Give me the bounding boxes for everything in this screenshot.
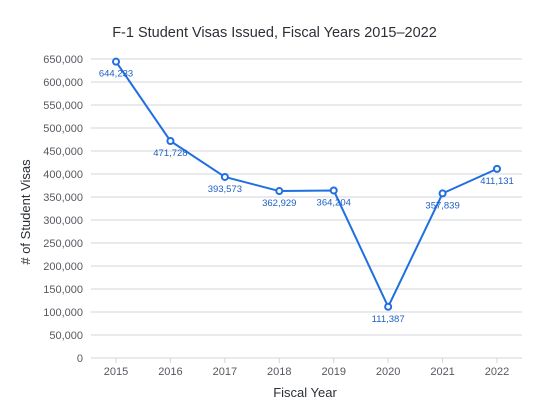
y-tick-labels: 0 50,000 100,000 150,000 200,000 250,000 300,0… — [43, 54, 83, 365]
x-tick-label: 2017 — [213, 366, 237, 378]
data-point — [384, 302, 393, 311]
data-point — [493, 164, 502, 173]
x-axis-label: Fiscal Year — [273, 385, 337, 400]
data-labels: 644,233 471,728 393,573 362,929 364,204 111,3… — [99, 69, 514, 325]
data-label: 362,929 — [262, 198, 296, 209]
series-line — [115, 61, 498, 308]
data-point — [220, 172, 229, 181]
data-point — [166, 137, 175, 146]
data-label: 644,233 — [99, 69, 133, 80]
y-tick-label: 650,000 — [43, 54, 83, 66]
y-tick-label: 550,000 — [43, 100, 83, 112]
y-tick-label: 600,000 — [43, 77, 83, 89]
y-tick-label: 400,000 — [43, 169, 83, 181]
y-tick-label: 150,000 — [43, 284, 83, 296]
y-tick-label: 500,000 — [43, 123, 83, 135]
x-tick-label: 2020 — [376, 366, 400, 378]
x-tick-label: 2022 — [485, 366, 509, 378]
series-line-group — [115, 61, 498, 308]
data-point — [275, 187, 284, 196]
y-tick-label: 350,000 — [43, 192, 83, 204]
y-tick-label: 0 — [77, 353, 83, 365]
data-label: 471,728 — [153, 148, 187, 159]
data-points — [112, 57, 502, 311]
y-tick-label: 50,000 — [49, 330, 83, 342]
y-tick-label: 200,000 — [43, 261, 83, 273]
data-point — [329, 186, 338, 195]
x-tick-label: 2018 — [267, 366, 291, 378]
data-label: 364,204 — [317, 197, 351, 208]
gridlines — [91, 58, 522, 359]
x-tick-label: 2019 — [321, 366, 345, 378]
y-tick-label: 450,000 — [43, 146, 83, 158]
x-tick-label: 2021 — [430, 366, 454, 378]
data-point — [438, 189, 447, 198]
y-axis-label: # of Student Visas — [18, 159, 33, 265]
y-tick-label: 300,000 — [43, 215, 83, 227]
data-point — [112, 57, 120, 66]
data-label: 357,839 — [425, 200, 459, 211]
data-label: 111,387 — [372, 314, 405, 325]
chart-title: F-1 Student Visas Issued, Fiscal Years 2… — [112, 25, 437, 41]
x-tick-labels: 2015 2016 2017 2018 2019 2020 2021 2022 — [104, 358, 509, 378]
data-label: 411,131 — [480, 176, 514, 187]
y-tick-label: 250,000 — [43, 238, 83, 250]
y-tick-label: 100,000 — [43, 307, 83, 319]
data-label: 393,573 — [208, 184, 242, 195]
x-tick-label: 2016 — [158, 366, 182, 378]
x-tick-label: 2015 — [104, 366, 128, 378]
